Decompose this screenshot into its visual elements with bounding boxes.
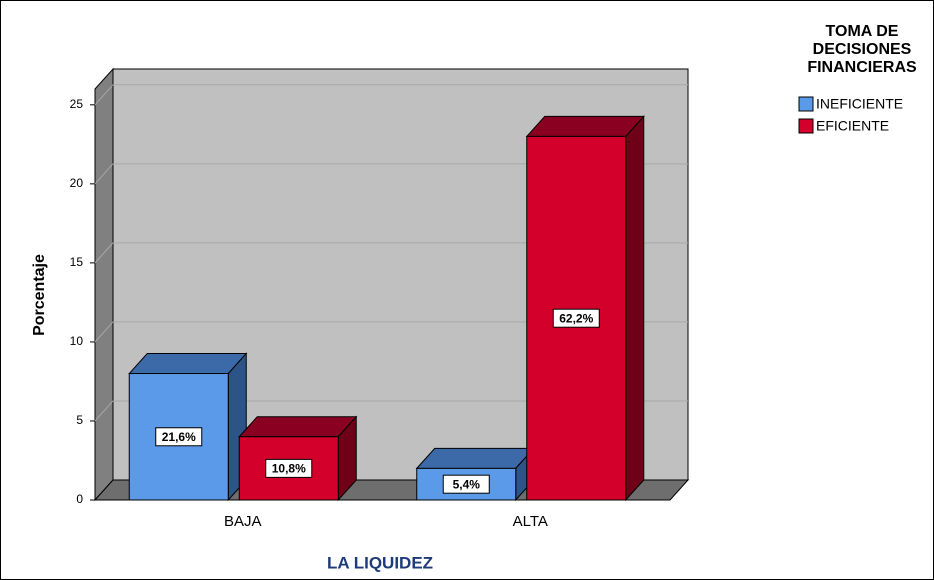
bar-side (625, 115, 645, 502)
legend-label: INEFICIENTE (816, 96, 903, 112)
bar (525, 115, 645, 502)
legend-title: TOMA DE (826, 23, 899, 40)
legend-swatch (798, 118, 814, 134)
y-tick-label: 0 (76, 492, 83, 506)
y-tick-label: 10 (70, 334, 84, 348)
x-tick-label: ALTA (513, 513, 548, 530)
x-tick-label: BAJA (224, 513, 262, 530)
bar-top (128, 353, 248, 375)
grid-line (94, 84, 114, 106)
data-label-box (155, 427, 203, 447)
grid-line (94, 400, 114, 422)
x-axis-title: LA LIQUIDEZ (327, 553, 433, 572)
y-tick-label: 5 (76, 413, 83, 427)
data-label-box (265, 458, 313, 478)
data-label: 62,2% (559, 311, 593, 325)
data-label: 5,4% (453, 477, 481, 491)
grid-line (94, 242, 114, 264)
y-tick-label: 20 (70, 176, 84, 190)
left-wall (94, 67, 114, 502)
data-label: 10,8% (272, 462, 306, 476)
y-axis-title: Porcentaje (31, 254, 48, 336)
grid-line (94, 163, 114, 185)
data-label: 21,6% (162, 430, 196, 444)
bar (238, 415, 358, 502)
legend-title: FINANCIERAS (807, 59, 917, 76)
bar-top (238, 416, 358, 438)
data-label-box (552, 308, 600, 328)
legend-label: EFICIENTE (816, 118, 889, 134)
legend-swatch (798, 96, 814, 112)
y-tick-label: 15 (70, 255, 84, 269)
bar (128, 352, 248, 502)
grid-line (94, 321, 114, 343)
bar-top (525, 115, 645, 137)
bar-top (415, 447, 535, 469)
y-tick-label: 25 (70, 97, 84, 111)
legend-title: DECISIONES (813, 41, 912, 58)
data-label-box (442, 474, 490, 494)
